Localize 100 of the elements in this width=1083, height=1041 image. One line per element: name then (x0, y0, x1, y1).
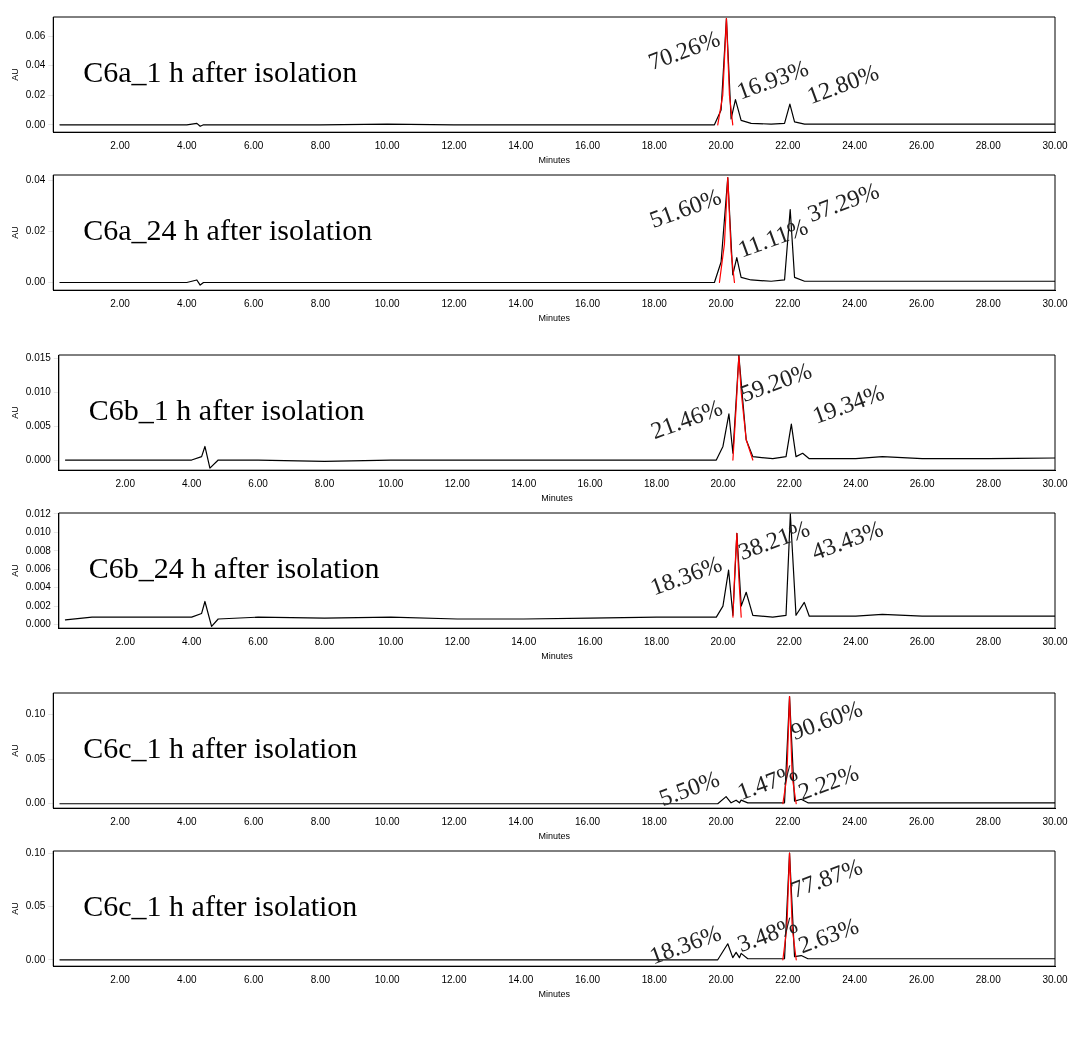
x-tick-label: 28.00 (975, 973, 1002, 985)
x-tick-label: 6.00 (248, 635, 269, 647)
annotation: 5.50% (655, 765, 723, 812)
x-tick-label: 2.00 (110, 297, 131, 309)
annotation: 18.36% (646, 550, 726, 601)
x-tick-label: 6.00 (243, 815, 264, 827)
x-tick-label: 8.00 (314, 477, 335, 489)
x-axis-title: Minutes (538, 831, 571, 842)
x-tick-label: 12.00 (441, 139, 467, 151)
x-tick-label: 8.00 (314, 635, 335, 647)
x-tick-label: 20.00 (708, 815, 735, 827)
y-tick-label: 0.00 (25, 276, 46, 288)
x-tick-label: 30.00 (1042, 297, 1068, 309)
x-tick-label: 18.00 (641, 815, 668, 827)
x-tick-label: 24.00 (842, 815, 868, 827)
y-tick-label: 0.04 (25, 173, 46, 185)
x-tick-label: 22.00 (775, 297, 801, 309)
text: C6a_24 h after isolation (83, 213, 373, 247)
x-tick-label: 22.00 (776, 477, 803, 489)
x-tick-label: 2.00 (115, 635, 136, 647)
x-tick-label: 12.00 (441, 815, 467, 827)
x-tick-label: 28.00 (975, 815, 1002, 827)
x-tick-label: 2.00 (115, 477, 136, 489)
x-tick-label: 12.00 (444, 635, 471, 647)
x-tick-label: 22.00 (775, 139, 801, 151)
x-tick-label: 18.00 (644, 635, 670, 647)
y-tick-label: 0.04 (25, 59, 46, 71)
x-axis-title: Minutes (538, 155, 571, 166)
x-tick-label: 16.00 (575, 297, 601, 309)
text: C6b_24 h after isolation (88, 551, 380, 585)
x-axis-title: Minutes (541, 651, 574, 662)
y-tick-label: 0.02 (25, 89, 46, 101)
x-tick-label: 16.00 (575, 973, 601, 985)
y-tick-label: 0.10 (25, 846, 46, 858)
y-axis-title: AU (9, 902, 20, 915)
y-tick-label: 0.006 (25, 562, 52, 574)
x-tick-label: 18.00 (644, 477, 670, 489)
x-tick-label: 8.00 (310, 815, 331, 827)
x-tick-label: 20.00 (710, 477, 736, 489)
y-tick-label: 0.05 (25, 752, 46, 764)
annotation: 70.26% (644, 25, 724, 76)
x-tick-label: 22.00 (776, 635, 803, 647)
y-axis-title: AU (9, 564, 20, 577)
x-axis-title: Minutes (538, 989, 571, 1000)
y-tick-label: 0.000 (25, 618, 52, 630)
x-tick-label: 14.00 (511, 635, 537, 647)
x-tick-label: 8.00 (310, 973, 331, 985)
x-tick-label: 24.00 (842, 297, 868, 309)
x-tick-label: 18.00 (641, 297, 668, 309)
y-tick-label: 0.004 (25, 581, 52, 593)
x-tick-label: 20.00 (708, 297, 735, 309)
annotation: 90.60% (787, 695, 866, 745)
x-tick-label: 30.00 (1042, 815, 1068, 827)
x-tick-label: 12.00 (441, 297, 467, 309)
x-tick-label: 2.00 (110, 815, 131, 827)
annotation: 21.46% (647, 394, 726, 445)
x-tick-label: 6.00 (243, 139, 264, 151)
x-tick-label: 30.00 (1042, 635, 1068, 647)
x-tick-label: 12.00 (444, 477, 471, 489)
x-tick-label: 2.00 (110, 139, 131, 151)
x-tick-label: 26.00 (908, 139, 935, 151)
x-tick-label: 4.00 (177, 139, 197, 151)
x-tick-label: 14.00 (508, 973, 534, 985)
x-tick-label: 30.00 (1042, 973, 1068, 985)
text: C6c_1 h after isolation (83, 889, 358, 923)
y-axis-title: AU (9, 68, 20, 81)
x-tick-label: 12.00 (441, 973, 467, 985)
x-tick-label: 26.00 (908, 297, 935, 309)
x-tick-label: 8.00 (310, 297, 331, 309)
x-tick-label: 16.00 (575, 815, 601, 827)
x-tick-label: 14.00 (511, 477, 537, 489)
x-tick-label: 4.00 (181, 635, 202, 647)
x-tick-label: 4.00 (177, 297, 197, 309)
x-tick-label: 26.00 (909, 477, 936, 489)
x-tick-label: 8.00 (310, 139, 331, 151)
x-tick-label: 10.00 (374, 139, 401, 151)
text: C6c_1 h after isolation (83, 731, 358, 765)
y-tick-label: 0.005 (25, 419, 52, 431)
y-tick-label: 0.10 (25, 708, 46, 720)
x-tick-label: 20.00 (708, 973, 735, 985)
x-tick-label: 14.00 (508, 815, 534, 827)
y-tick-label: 0.05 (25, 900, 46, 912)
text: C6a_1 h after isolation (83, 55, 358, 89)
y-axis-title: AU (9, 226, 20, 239)
x-tick-label: 4.00 (177, 815, 197, 827)
y-tick-label: 0.012 (25, 507, 52, 519)
x-tick-label: 10.00 (374, 815, 401, 827)
x-tick-label: 28.00 (975, 297, 1002, 309)
y-tick-label: 0.00 (25, 118, 46, 130)
x-tick-label: 16.00 (575, 139, 601, 151)
x-tick-label: 28.00 (976, 477, 1002, 489)
x-tick-label: 6.00 (248, 477, 269, 489)
x-tick-label: 18.00 (641, 139, 668, 151)
x-tick-label: 10.00 (378, 477, 404, 489)
y-axis-title: AU (9, 744, 20, 757)
x-tick-label: 4.00 (177, 973, 197, 985)
x-tick-label: 4.00 (181, 477, 202, 489)
x-tick-label: 14.00 (508, 297, 534, 309)
x-tick-label: 24.00 (842, 139, 868, 151)
x-tick-label: 6.00 (243, 297, 264, 309)
